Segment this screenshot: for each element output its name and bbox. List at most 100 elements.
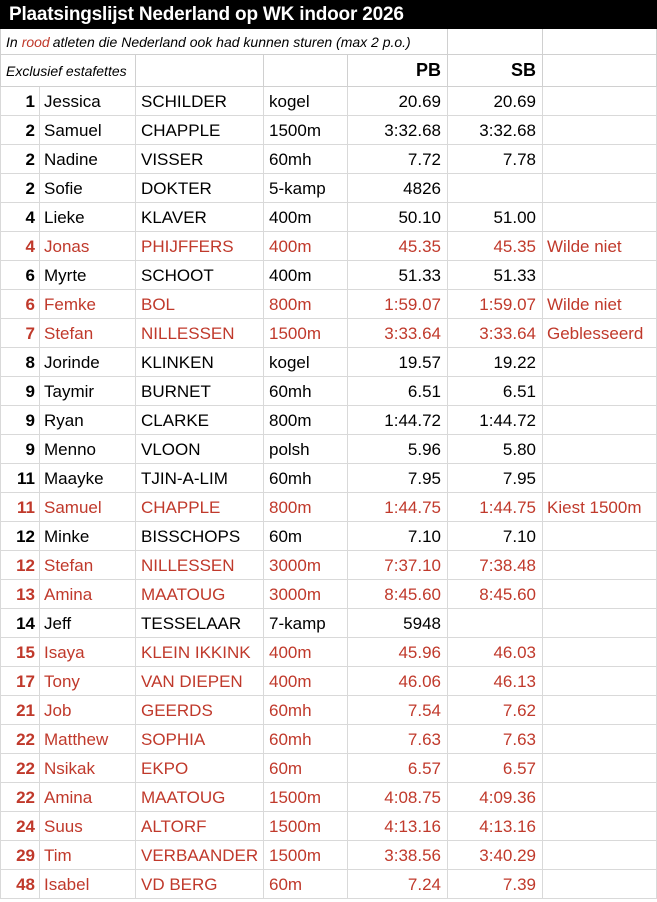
cell-first-name[interactable]: Isaya — [40, 638, 136, 667]
table-row[interactable]: 2 Samuel CHAPPLE 1500m 3:32.68 3:32.68 — [0, 116, 657, 145]
cell-note[interactable] — [543, 638, 657, 667]
cell-pb[interactable]: 45.96 — [348, 638, 448, 667]
cell-pb[interactable]: 51.33 — [348, 261, 448, 290]
table-row[interactable]: 48 Isabel VD BERG 60m 7.24 7.39 — [0, 870, 657, 899]
cell-sb[interactable]: 4:13.16 — [448, 812, 543, 841]
cell-last-name[interactable]: VLOON — [136, 435, 264, 464]
cell-rank[interactable]: 4 — [0, 232, 40, 261]
cell-first-name[interactable]: Ryan — [40, 406, 136, 435]
cell-note[interactable] — [543, 667, 657, 696]
table-row[interactable]: 12 Stefan NILLESSEN 3000m 7:37.10 7:38.48 — [0, 551, 657, 580]
cell-note[interactable] — [543, 261, 657, 290]
table-row[interactable]: 9 Taymir BURNET 60mh 6.51 6.51 — [0, 377, 657, 406]
cell-event[interactable]: 60m — [264, 522, 348, 551]
cell-sb[interactable]: 1:44.72 — [448, 406, 543, 435]
cell-pb[interactable]: 7.24 — [348, 870, 448, 899]
cell-pb[interactable]: 4826 — [348, 174, 448, 203]
cell-last-name[interactable]: CLARKE — [136, 406, 264, 435]
cell-rank[interactable]: 13 — [0, 580, 40, 609]
table-row[interactable]: 6 Femke BOL 800m 1:59.07 1:59.07 Wilde niet — [0, 290, 657, 319]
cell-rank[interactable]: 21 — [0, 696, 40, 725]
cell-sb[interactable]: 3:33.64 — [448, 319, 543, 348]
cell-event[interactable]: 1500m — [264, 783, 348, 812]
cell-last-name[interactable]: VAN DIEPEN — [136, 667, 264, 696]
cell-first-name[interactable]: Matthew — [40, 725, 136, 754]
cell-last-name[interactable]: CHAPPLE — [136, 493, 264, 522]
cell-pb[interactable]: 50.10 — [348, 203, 448, 232]
cell-note[interactable] — [543, 580, 657, 609]
cell-first-name[interactable]: Minke — [40, 522, 136, 551]
cell-note[interactable] — [543, 87, 657, 116]
cell-sb[interactable]: 7.39 — [448, 870, 543, 899]
cell-last-name[interactable]: GEERDS — [136, 696, 264, 725]
table-row[interactable]: 11 Maayke TJIN-A-LIM 60mh 7.95 7.95 — [0, 464, 657, 493]
cell-note[interactable]: Wilde niet — [543, 290, 657, 319]
cell-first-name[interactable]: Tony — [40, 667, 136, 696]
cell-last-name[interactable]: VISSER — [136, 145, 264, 174]
cell-event[interactable]: 60mh — [264, 464, 348, 493]
table-row[interactable]: 7 Stefan NILLESSEN 1500m 3:33.64 3:33.64 Geble… — [0, 319, 657, 348]
cell-first-name[interactable]: Isabel — [40, 870, 136, 899]
cell-first-name[interactable]: Job — [40, 696, 136, 725]
cell-event[interactable]: 400m — [264, 203, 348, 232]
cell-first-name[interactable]: Samuel — [40, 493, 136, 522]
cell-note[interactable] — [543, 406, 657, 435]
cell-first-name[interactable]: Sofie — [40, 174, 136, 203]
cell-event[interactable]: 1500m — [264, 116, 348, 145]
cell-rank[interactable]: 8 — [0, 348, 40, 377]
cell-event[interactable]: kogel — [264, 87, 348, 116]
cell-rank[interactable]: 9 — [0, 406, 40, 435]
cell-note[interactable] — [543, 145, 657, 174]
cell-rank[interactable]: 48 — [0, 870, 40, 899]
table-row[interactable]: 12 Minke BISSCHOPS 60m 7.10 7.10 — [0, 522, 657, 551]
cell-first-name[interactable]: Jonas — [40, 232, 136, 261]
cell-sb[interactable]: 1:59.07 — [448, 290, 543, 319]
cell-pb[interactable]: 4:08.75 — [348, 783, 448, 812]
cell-first-name[interactable]: Taymir — [40, 377, 136, 406]
cell-sb[interactable]: 1:44.75 — [448, 493, 543, 522]
cell-rank[interactable]: 12 — [0, 522, 40, 551]
table-row[interactable]: 22 Matthew SOPHIA 60mh 7.63 7.63 — [0, 725, 657, 754]
cell-rank[interactable]: 17 — [0, 667, 40, 696]
cell-sb[interactable]: 7.78 — [448, 145, 543, 174]
cell-event[interactable]: 60mh — [264, 696, 348, 725]
cell-sb[interactable]: 19.22 — [448, 348, 543, 377]
cell-first-name[interactable]: Stefan — [40, 319, 136, 348]
cell-last-name[interactable]: CHAPPLE — [136, 116, 264, 145]
cell-first-name[interactable]: Maayke — [40, 464, 136, 493]
cell-last-name[interactable]: TESSELAAR — [136, 609, 264, 638]
cell-first-name[interactable]: Tim — [40, 841, 136, 870]
cell-event[interactable]: 3000m — [264, 551, 348, 580]
cell-note[interactable] — [543, 696, 657, 725]
cell-last-name[interactable]: MAATOUG — [136, 580, 264, 609]
cell-pb[interactable]: 7.95 — [348, 464, 448, 493]
cell-rank[interactable]: 6 — [0, 290, 40, 319]
table-row[interactable]: 22 Amina MAATOUG 1500m 4:08.75 4:09.36 — [0, 783, 657, 812]
cell-note[interactable] — [543, 116, 657, 145]
table-row[interactable]: 4 Jonas PHIJFFERS 400m 45.35 45.35 Wilde niet — [0, 232, 657, 261]
table-row[interactable]: 22 Nsikak EKPO 60m 6.57 6.57 — [0, 754, 657, 783]
cell-rank[interactable]: 12 — [0, 551, 40, 580]
cell-rank[interactable]: 11 — [0, 464, 40, 493]
cell-sb[interactable]: 51.00 — [448, 203, 543, 232]
cell-sb[interactable]: 3:32.68 — [448, 116, 543, 145]
cell-note[interactable] — [543, 609, 657, 638]
cell-rank[interactable]: 11 — [0, 493, 40, 522]
cell-sb[interactable] — [448, 609, 543, 638]
cell-first-name[interactable]: Amina — [40, 783, 136, 812]
cell-pb[interactable]: 7.54 — [348, 696, 448, 725]
cell-note[interactable] — [543, 203, 657, 232]
table-row[interactable]: 4 Lieke KLAVER 400m 50.10 51.00 — [0, 203, 657, 232]
cell-sb[interactable]: 7.62 — [448, 696, 543, 725]
cell-last-name[interactable]: BISSCHOPS — [136, 522, 264, 551]
cell-pb[interactable]: 7.72 — [348, 145, 448, 174]
cell-pb[interactable]: 3:33.64 — [348, 319, 448, 348]
cell-pb[interactable]: 7.63 — [348, 725, 448, 754]
cell-sb[interactable]: 3:40.29 — [448, 841, 543, 870]
table-row[interactable]: 17 Tony VAN DIEPEN 400m 46.06 46.13 — [0, 667, 657, 696]
cell-event[interactable]: 1500m — [264, 812, 348, 841]
cell-last-name[interactable]: SOPHIA — [136, 725, 264, 754]
cell-note[interactable] — [543, 812, 657, 841]
cell-first-name[interactable]: Nsikak — [40, 754, 136, 783]
cell-note[interactable] — [543, 783, 657, 812]
